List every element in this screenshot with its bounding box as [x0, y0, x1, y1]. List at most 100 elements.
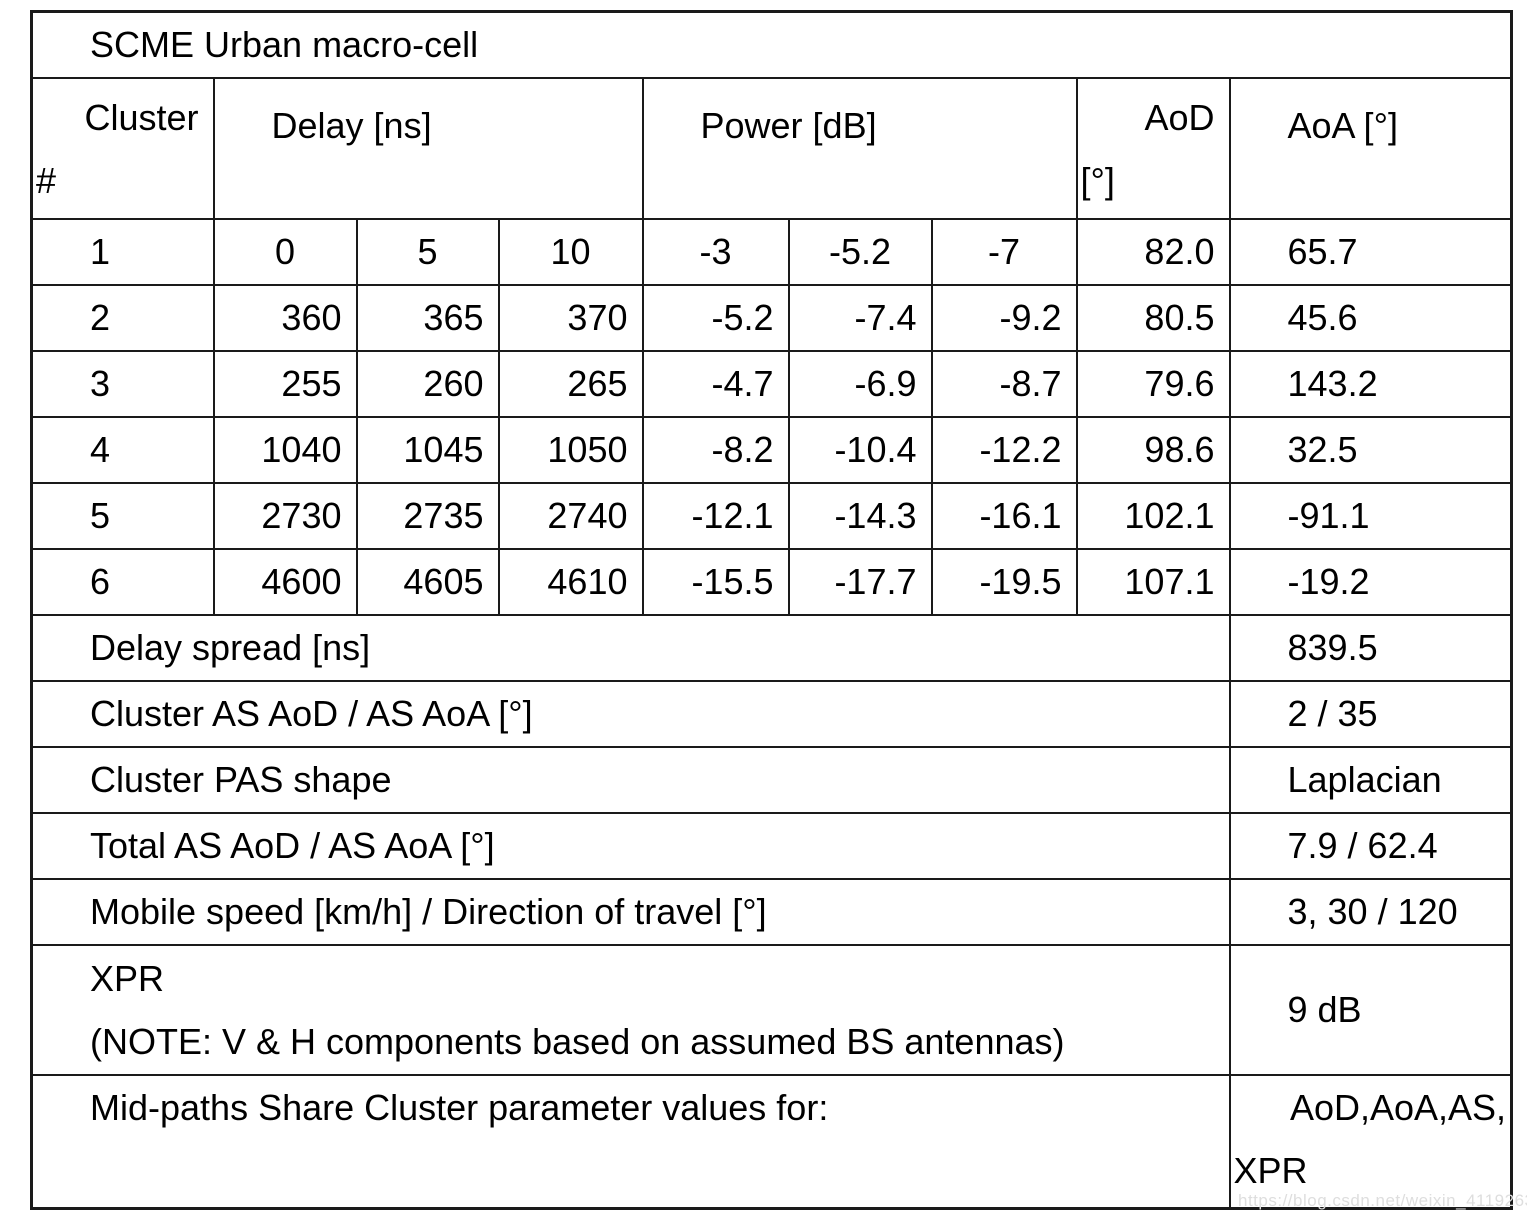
header-aod: AoD [°] [1075, 77, 1231, 220]
cell-power-3: -7 [930, 218, 1078, 286]
cell-delay-3: 4610 [497, 548, 644, 616]
cell-cluster: 2 [30, 284, 215, 352]
cell-aod: 79.6 [1075, 350, 1231, 418]
cell-power-1: -5.2 [641, 284, 790, 352]
midpaths-row: Mid-paths Share Cluster parameter values… [30, 1074, 1513, 1210]
summary-row-delay-spread: Delay spread [ns] 839.5 [30, 614, 1513, 682]
cell-aod: 98.6 [1075, 416, 1231, 484]
cell-power-3: -8.7 [930, 350, 1078, 418]
cell-aoa: -91.1 [1228, 482, 1513, 550]
cell-delay-3: 1050 [497, 416, 644, 484]
table-header-row: Cluster # Delay [ns] Power [dB] AoD [°] … [30, 77, 1513, 220]
table-row: 2 360 365 370 -5.2 -7.4 -9.2 80.5 45.6 [30, 284, 1513, 352]
cell-delay-1: 360 [212, 284, 358, 352]
xpr-label-line2: (NOTE: V & H components based on assumed… [90, 1021, 1065, 1062]
summary-value: 2 / 35 [1228, 680, 1513, 748]
cell-cluster: 1 [30, 218, 215, 286]
table-row: 6 4600 4605 4610 -15.5 -17.7 -19.5 107.1… [30, 548, 1513, 616]
summary-label: Cluster PAS shape [30, 746, 1231, 814]
header-cluster: Cluster # [30, 77, 215, 220]
cell-delay-3: 265 [497, 350, 644, 418]
header-cluster-line1: Cluster [84, 96, 199, 138]
cell-aoa: 65.7 [1228, 218, 1513, 286]
cell-aod: 82.0 [1075, 218, 1231, 286]
cell-cluster: 4 [30, 416, 215, 484]
csdn-watermark: https://blog.csdn.net/weixin_41192637 [1238, 1191, 1527, 1210]
cell-power-2: -6.9 [787, 350, 933, 418]
header-aod-line2: [°] [1080, 159, 1115, 201]
xpr-value: 9 dB [1228, 944, 1513, 1076]
cell-aoa: 45.6 [1228, 284, 1513, 352]
cell-delay-2: 365 [355, 284, 500, 352]
xpr-row: XPR (NOTE: V & H components based on ass… [30, 944, 1513, 1076]
cell-power-2: -17.7 [787, 548, 933, 616]
cell-power-3: -19.5 [930, 548, 1078, 616]
summary-value: 3, 30 / 120 [1228, 878, 1513, 946]
cell-cluster: 5 [30, 482, 215, 550]
cell-power-3: -16.1 [930, 482, 1078, 550]
cell-power-2: -5.2 [787, 218, 933, 286]
summary-label: Cluster AS AoD / AS AoA [°] [30, 680, 1231, 748]
xpr-label-line1: XPR [90, 958, 165, 999]
midpaths-label: Mid-paths Share Cluster parameter values… [30, 1074, 1231, 1210]
cell-power-3: -9.2 [930, 284, 1078, 352]
header-aod-line1: AoD [1144, 96, 1215, 138]
cell-delay-3: 2740 [497, 482, 644, 550]
cell-cluster: 6 [30, 548, 215, 616]
cell-cluster: 3 [30, 350, 215, 418]
header-aoa: AoA [°] [1228, 77, 1513, 220]
table-row: 1 0 5 10 -3 -5.2 -7 82.0 65.7 [30, 218, 1513, 286]
cell-power-1: -3 [641, 218, 790, 286]
cell-delay-2: 2735 [355, 482, 500, 550]
cell-delay-1: 0 [212, 218, 358, 286]
cell-delay-1: 2730 [212, 482, 358, 550]
cell-delay-3: 370 [497, 284, 644, 352]
summary-label: Delay spread [ns] [30, 614, 1231, 682]
summary-value: Laplacian [1228, 746, 1513, 814]
cell-delay-1: 255 [212, 350, 358, 418]
summary-row-cluster-as: Cluster AS AoD / AS AoA [°] 2 / 35 [30, 680, 1513, 748]
summary-label: Total AS AoD / AS AoA [°] [30, 812, 1231, 880]
cell-aod: 102.1 [1075, 482, 1231, 550]
cell-power-1: -15.5 [641, 548, 790, 616]
cell-aoa: -19.2 [1228, 548, 1513, 616]
summary-value: 7.9 / 62.4 [1228, 812, 1513, 880]
summary-value: 839.5 [1228, 614, 1513, 682]
midpaths-value-line1: AoD,AoA,AS, [1289, 1087, 1507, 1128]
cell-delay-1: 1040 [212, 416, 358, 484]
midpaths-value: AoD,AoA,AS, XPR [1228, 1074, 1513, 1210]
cell-aod: 107.1 [1075, 548, 1231, 616]
table-row: 5 2730 2735 2740 -12.1 -14.3 -16.1 102.1… [30, 482, 1513, 550]
cell-aoa: 32.5 [1228, 416, 1513, 484]
scme-parameter-table: SCME Urban macro-cell Cluster # Delay [n… [30, 10, 1514, 1210]
table-row: 3 255 260 265 -4.7 -6.9 -8.7 79.6 143.2 [30, 350, 1513, 418]
header-cluster-line2: # [36, 159, 57, 201]
table-title: SCME Urban macro-cell [30, 10, 1513, 79]
cell-power-2: -7.4 [787, 284, 933, 352]
cell-power-1: -4.7 [641, 350, 790, 418]
cell-delay-2: 260 [355, 350, 500, 418]
midpaths-value-line2: XPR [1233, 1150, 1308, 1191]
summary-row-pas-shape: Cluster PAS shape Laplacian [30, 746, 1513, 814]
cell-delay-3: 10 [497, 218, 644, 286]
table-row: 4 1040 1045 1050 -8.2 -10.4 -12.2 98.6 3… [30, 416, 1513, 484]
summary-label: Mobile speed [km/h] / Direction of trave… [30, 878, 1231, 946]
xpr-label: XPR (NOTE: V & H components based on ass… [30, 944, 1231, 1076]
cell-power-1: -12.1 [641, 482, 790, 550]
cell-delay-1: 4600 [212, 548, 358, 616]
cell-delay-2: 1045 [355, 416, 500, 484]
summary-row-mobile-speed: Mobile speed [km/h] / Direction of trave… [30, 878, 1513, 946]
table-title-row: SCME Urban macro-cell [30, 10, 1513, 79]
cell-power-3: -12.2 [930, 416, 1078, 484]
cell-delay-2: 5 [355, 218, 500, 286]
cell-power-2: -14.3 [787, 482, 933, 550]
midpaths-label-line1: Mid-paths Share Cluster parameter values… [90, 1087, 829, 1128]
cell-power-1: -8.2 [641, 416, 790, 484]
summary-row-total-as: Total AS AoD / AS AoA [°] 7.9 / 62.4 [30, 812, 1513, 880]
cell-aoa: 143.2 [1228, 350, 1513, 418]
cell-aod: 80.5 [1075, 284, 1231, 352]
header-delay: Delay [ns] [212, 77, 644, 220]
header-power: Power [dB] [641, 77, 1078, 220]
cell-power-2: -10.4 [787, 416, 933, 484]
cell-delay-2: 4605 [355, 548, 500, 616]
